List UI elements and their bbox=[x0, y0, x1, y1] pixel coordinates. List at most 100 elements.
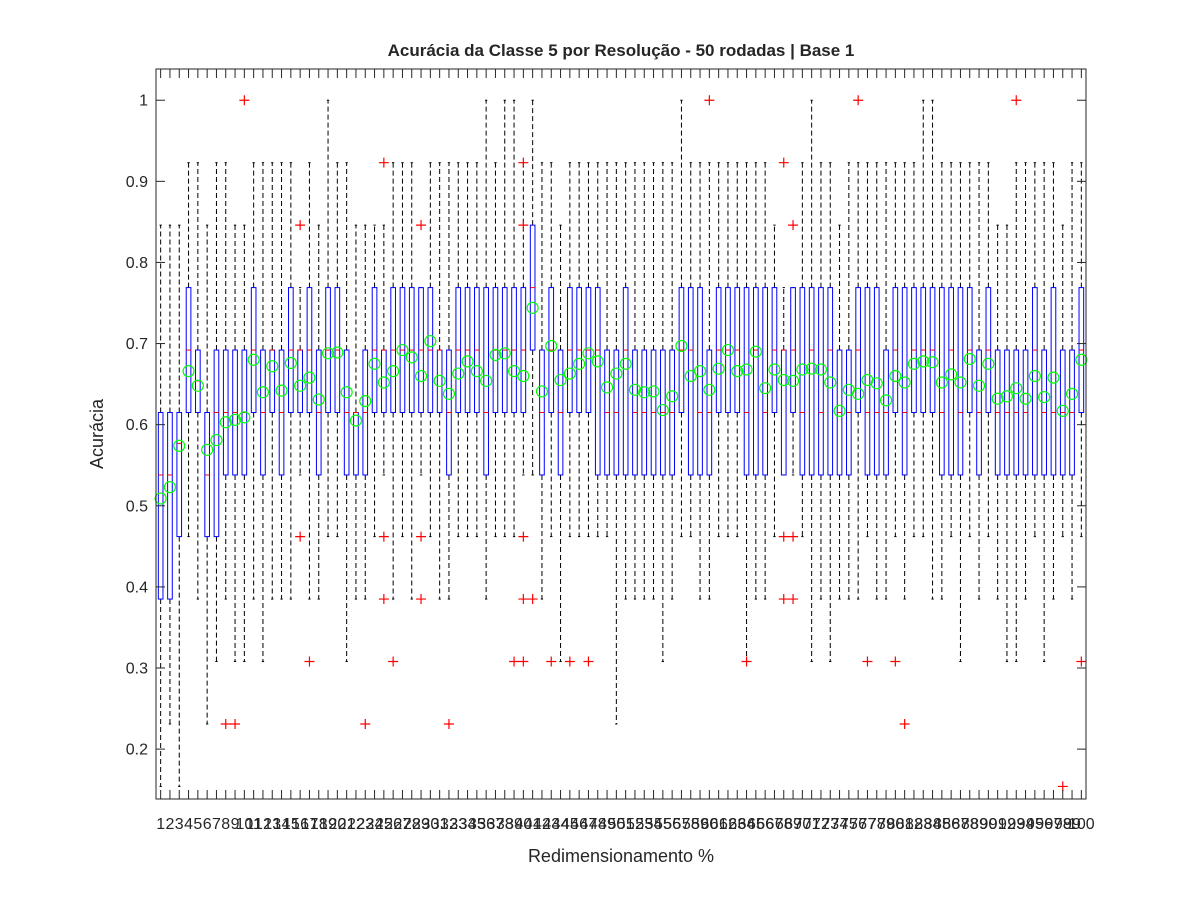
box-79 bbox=[879, 162, 893, 600]
box-29 bbox=[414, 220, 428, 605]
x-tick-label: 69 bbox=[784, 816, 802, 833]
box-94 bbox=[1019, 162, 1032, 600]
box-67 bbox=[768, 224, 781, 538]
outlier-marker bbox=[564, 656, 575, 667]
x-tick-label: 52 bbox=[626, 816, 644, 833]
x-tick-label: 75 bbox=[840, 816, 858, 833]
mean-marker bbox=[684, 369, 697, 383]
box-layer bbox=[154, 95, 1088, 792]
mean-marker bbox=[331, 346, 344, 359]
x-tick-label: 76 bbox=[849, 816, 867, 833]
x-tick-label: 60 bbox=[700, 816, 718, 833]
x-tick-label: 8 bbox=[221, 816, 230, 833]
x-tick-label: 33 bbox=[449, 816, 467, 833]
mean-marker bbox=[954, 376, 967, 389]
x-tick-label: 62 bbox=[719, 816, 737, 833]
mean-marker bbox=[591, 355, 604, 368]
mean-marker bbox=[247, 353, 260, 366]
box-17 bbox=[303, 162, 316, 667]
box-70 bbox=[796, 162, 809, 538]
x-tick-label: 38 bbox=[496, 816, 514, 833]
box-iqr bbox=[957, 287, 964, 476]
mean-marker bbox=[545, 339, 558, 353]
y-tick-label: 0.6 bbox=[126, 417, 148, 434]
x-tick-label: 59 bbox=[691, 816, 709, 833]
mean-marker bbox=[256, 386, 270, 399]
box-27 bbox=[396, 162, 409, 538]
outlier-marker bbox=[899, 718, 910, 729]
box-69 bbox=[786, 220, 800, 605]
mean-marker bbox=[917, 355, 930, 368]
mean-marker bbox=[498, 347, 511, 360]
x-tick-label: 54 bbox=[645, 816, 663, 833]
x-tick-label: 28 bbox=[403, 816, 421, 833]
box-33 bbox=[452, 162, 465, 538]
x-tick-label: 51 bbox=[617, 816, 635, 833]
box-40 bbox=[517, 157, 530, 667]
x-tick-label: 37 bbox=[487, 816, 505, 833]
y-tick-label: 0.9 bbox=[126, 174, 148, 191]
box-56 bbox=[666, 162, 679, 600]
box-65 bbox=[749, 162, 762, 600]
outlier-marker bbox=[239, 95, 250, 106]
x-tick-label: 49 bbox=[598, 816, 616, 833]
mean-marker bbox=[349, 414, 363, 427]
x-tick-label: 67 bbox=[766, 816, 784, 833]
mean-marker bbox=[303, 371, 316, 384]
x-tick-label: 16 bbox=[291, 816, 309, 833]
box-12 bbox=[256, 162, 270, 663]
x-tick-label: 74 bbox=[831, 816, 849, 833]
x-tick-label: 84 bbox=[924, 816, 942, 833]
box-7 bbox=[210, 162, 223, 663]
box-iqr bbox=[594, 287, 601, 476]
outlier-marker bbox=[378, 157, 389, 168]
box-35 bbox=[470, 162, 483, 538]
box-2 bbox=[163, 224, 177, 725]
box-iqr bbox=[622, 287, 629, 476]
box-52 bbox=[628, 162, 642, 600]
x-tick-label: 53 bbox=[635, 816, 653, 833]
box-47 bbox=[582, 162, 595, 667]
box-55 bbox=[656, 162, 669, 663]
mean-marker bbox=[238, 411, 251, 424]
mean-marker bbox=[638, 386, 651, 399]
box-37 bbox=[489, 162, 502, 538]
mean-marker bbox=[759, 382, 772, 395]
x-axis-label: Redimensionamento % bbox=[528, 846, 714, 866]
mean-marker bbox=[377, 376, 390, 389]
y-tick-label: 0.8 bbox=[126, 255, 148, 272]
outlier-marker bbox=[788, 594, 799, 605]
y-tick-label: 0.5 bbox=[126, 498, 148, 515]
mean-marker bbox=[1019, 392, 1032, 405]
box-38 bbox=[498, 99, 511, 538]
mean-marker bbox=[554, 373, 567, 387]
x-tick-label: 25 bbox=[375, 816, 393, 833]
x-tick-label: 95 bbox=[1026, 816, 1044, 833]
x-tick-label: 55 bbox=[654, 816, 672, 833]
mean-marker bbox=[507, 365, 521, 378]
mean-marker bbox=[573, 357, 586, 370]
box-80 bbox=[889, 162, 902, 667]
x-tick-label: 79 bbox=[877, 816, 895, 833]
box-68 bbox=[777, 157, 790, 605]
outlier-marker bbox=[388, 656, 399, 667]
x-tick-label: 5 bbox=[193, 816, 202, 833]
outlier-marker bbox=[416, 594, 427, 605]
mean-marker bbox=[712, 362, 725, 375]
y-tick-label: 0.7 bbox=[126, 336, 148, 353]
outlier-marker bbox=[304, 656, 315, 667]
outlier-marker bbox=[704, 95, 715, 106]
box-89 bbox=[972, 162, 986, 600]
x-tick-label: 88 bbox=[961, 816, 979, 833]
x-tick-label: 89 bbox=[970, 816, 988, 833]
mean-marker bbox=[312, 393, 325, 406]
mean-marker bbox=[982, 357, 995, 370]
x-tick-label: 7 bbox=[212, 816, 221, 833]
mean-marker bbox=[275, 384, 288, 397]
mean-marker bbox=[414, 369, 428, 383]
x-tick-label: 72 bbox=[812, 816, 830, 833]
box-42 bbox=[535, 162, 549, 600]
box-19 bbox=[321, 99, 335, 538]
outlier-marker bbox=[1076, 656, 1087, 667]
x-tick-label: 96 bbox=[1035, 816, 1053, 833]
